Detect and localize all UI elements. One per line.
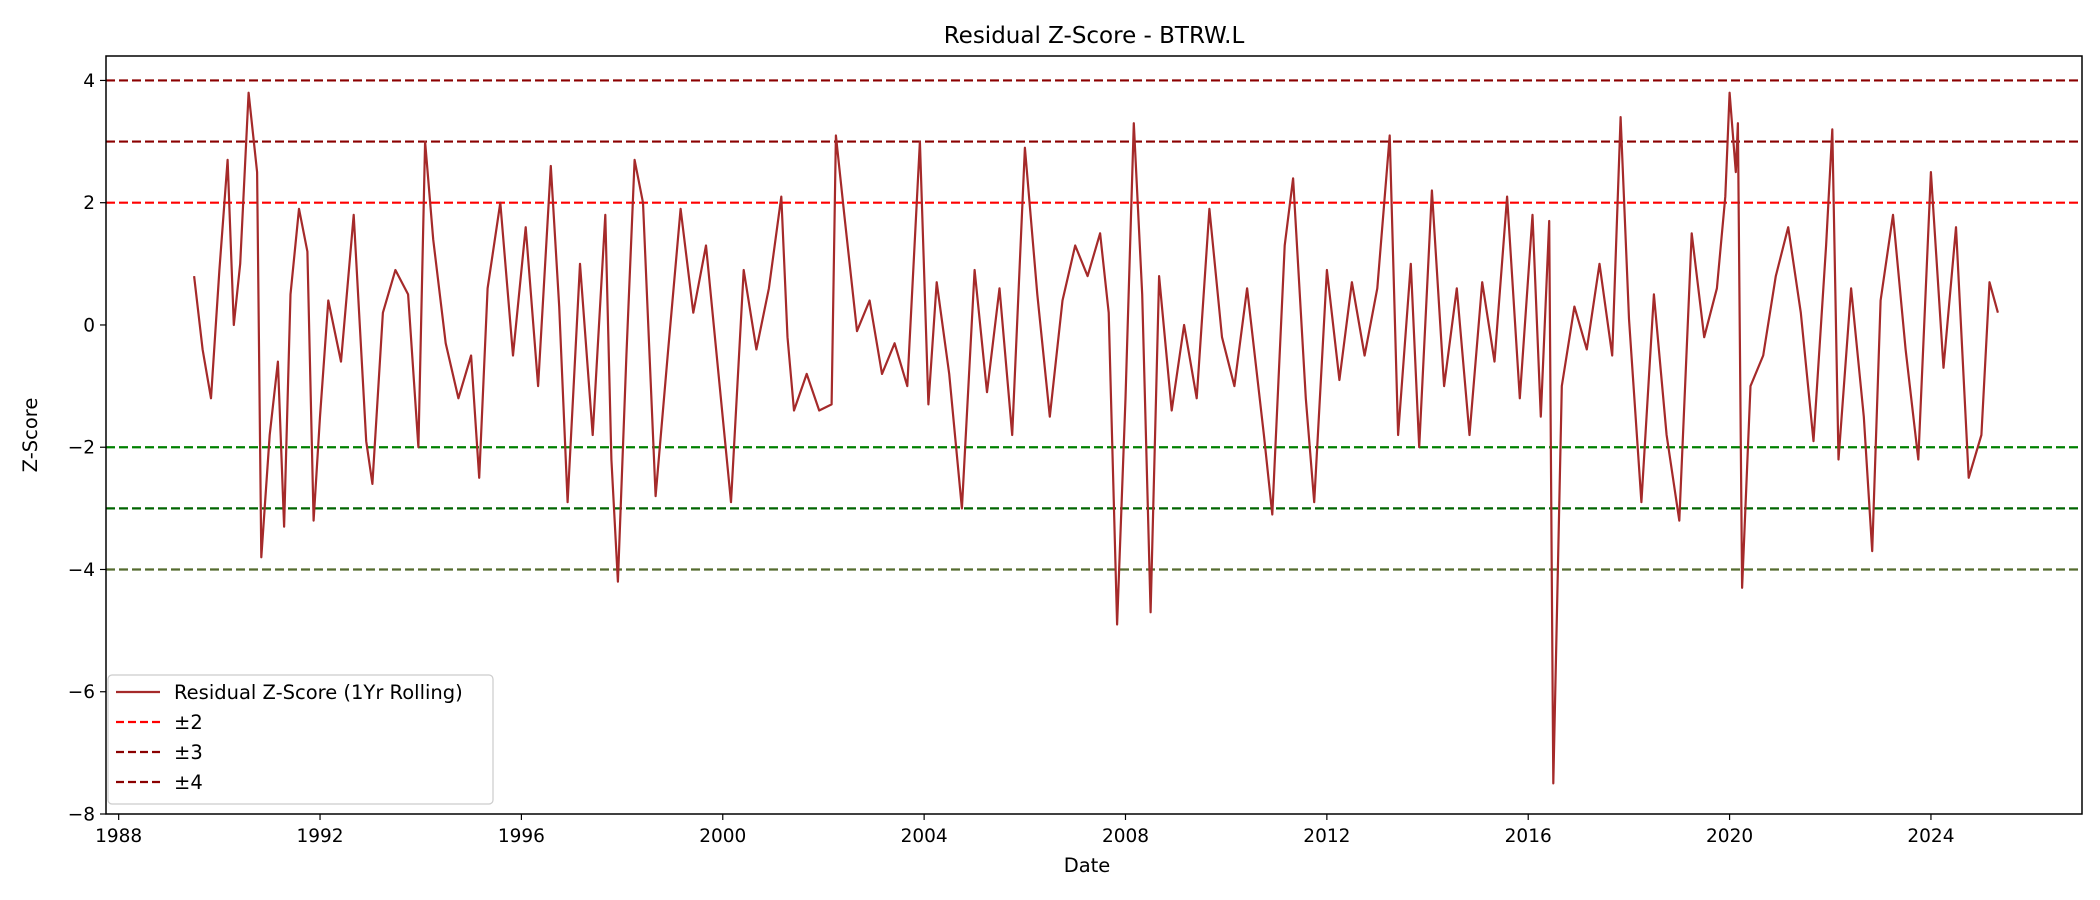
x-axis-ticks: 1988 1992 1996 2000 2004 2008 2012 2016 2020 2024 [95, 814, 1954, 847]
x-tick-label: 2020 [1706, 826, 1753, 847]
chart-title: Residual Z-Score - BTRW.L [944, 23, 1245, 49]
legend: Residual Z-Score (1Yr Rolling) ±2 ±3 ±4 [107, 674, 494, 805]
plot-frame [105, 55, 2083, 815]
y-tick-label: −8 [68, 805, 95, 826]
legend-label: Residual Z-Score (1Yr Rolling) [174, 681, 463, 704]
x-tick-label: 1996 [498, 826, 545, 847]
x-tick-label: 2016 [1505, 826, 1552, 847]
y-tick-label: 0 [83, 315, 95, 336]
y-tick-label: −2 [68, 438, 95, 459]
x-tick-label: 2004 [901, 826, 948, 847]
legend-label: ±3 [174, 741, 203, 764]
legend-label: ±4 [174, 771, 203, 794]
x-tick-label: 2008 [1102, 826, 1149, 847]
x-tick-label: 2012 [1303, 826, 1350, 847]
legend-label: ±2 [174, 711, 203, 734]
y-tick-label: −6 [68, 682, 95, 703]
x-tick-label: 1988 [95, 826, 142, 847]
zscore-series-line [193, 91, 1999, 785]
legend-box [107, 674, 494, 805]
y-tick-label: 4 [83, 71, 95, 92]
x-tick-label: 2000 [699, 826, 746, 847]
y-tick-label: −4 [68, 560, 95, 581]
x-axis-label: Date [1064, 854, 1111, 877]
y-tick-label: 2 [83, 193, 95, 214]
x-tick-label: 2024 [1907, 826, 1954, 847]
y-axis-label: Z-Score [19, 398, 42, 473]
x-tick-label: 1992 [296, 826, 343, 847]
threshold-lines [106, 79, 2082, 571]
y-axis-ticks: −8 −6 −4 −2 0 2 4 [68, 71, 106, 826]
series-layer [193, 91, 1999, 785]
